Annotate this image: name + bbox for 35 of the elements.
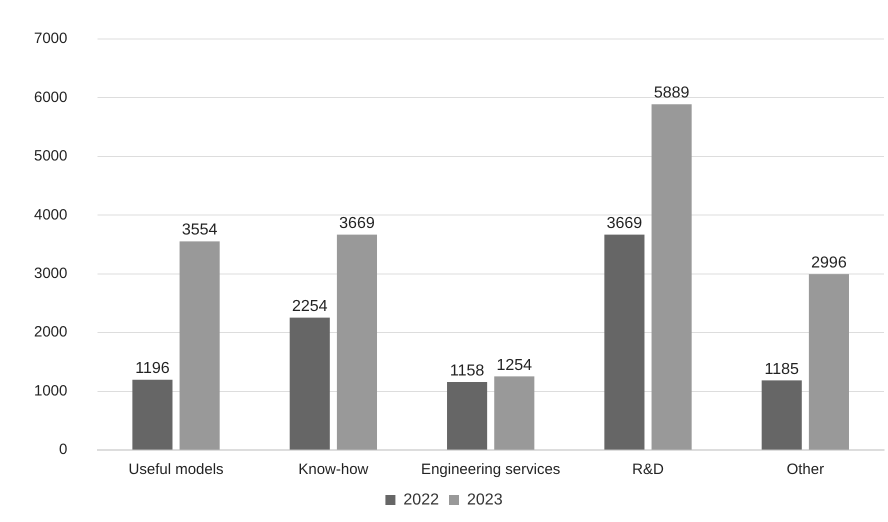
legend-label: 2022: [403, 491, 440, 508]
x-tick-label: Useful models: [128, 461, 224, 478]
bar: [604, 234, 644, 450]
x-tick-label: Know-how: [298, 461, 369, 478]
y-tick-label: 1000: [34, 382, 68, 400]
bar: [808, 274, 849, 450]
data-label: 3669: [339, 214, 375, 232]
bar: [494, 376, 534, 450]
y-tick-label: 4000: [34, 206, 68, 224]
data-label: 2254: [292, 298, 328, 316]
x-tick-label: Other: [786, 461, 824, 478]
legend-label: 2023: [467, 491, 503, 508]
y-tick-label: 2000: [34, 324, 68, 341]
bar: [290, 318, 330, 450]
y-tick-label: 5000: [34, 148, 68, 165]
data-label: 1185: [764, 360, 800, 378]
y-tick-label: 3000: [34, 265, 68, 282]
data-label: 2996: [811, 254, 847, 272]
data-label: 1158: [450, 362, 484, 380]
data-label: 1196: [135, 360, 170, 378]
y-tick-label: 7000: [34, 30, 68, 48]
data-label: 5889: [654, 84, 690, 102]
bar: [132, 380, 172, 450]
bar: [652, 104, 692, 450]
data-label: 3554: [182, 222, 218, 239]
y-tick-label: 0: [59, 441, 68, 458]
bar: [762, 380, 802, 450]
data-label: 3669: [606, 214, 642, 232]
x-tick-label: R&D: [632, 461, 664, 478]
y-tick-label: 6000: [34, 88, 68, 106]
bar: [180, 241, 220, 450]
bar: [447, 382, 488, 450]
bar: [336, 234, 378, 450]
data-label: 1254: [496, 356, 532, 374]
x-tick-label: Engineering services: [421, 461, 560, 478]
